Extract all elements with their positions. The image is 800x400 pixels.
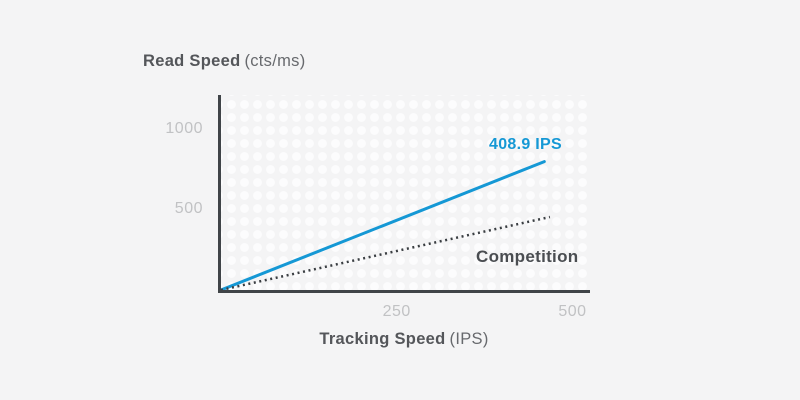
series-line-competition (221, 215, 551, 290)
x-tick-label: 500 (558, 303, 587, 320)
y-axis-title: Read Speed (cts/ms) (143, 52, 306, 71)
y-axis-title-main: Read Speed (143, 52, 241, 70)
y-axis-title-unit: (cts/ms) (244, 52, 306, 70)
series-line-main-sensor (221, 160, 546, 290)
series-label-competition: Competition (476, 247, 579, 266)
series-label-main: 408.9 IPS (489, 136, 562, 153)
x-axis-title: Tracking Speed (IPS) (218, 330, 590, 349)
x-axis-title-main: Tracking Speed (319, 330, 446, 348)
x-tick-label: 250 (382, 303, 411, 320)
x-axis-title-unit: (IPS) (449, 330, 489, 348)
y-tick-label: 500 (174, 199, 203, 217)
series-lines (221, 160, 551, 290)
plot-area: 408.9 IPS Competition (218, 95, 590, 293)
y-tick-label: 1000 (165, 119, 203, 137)
